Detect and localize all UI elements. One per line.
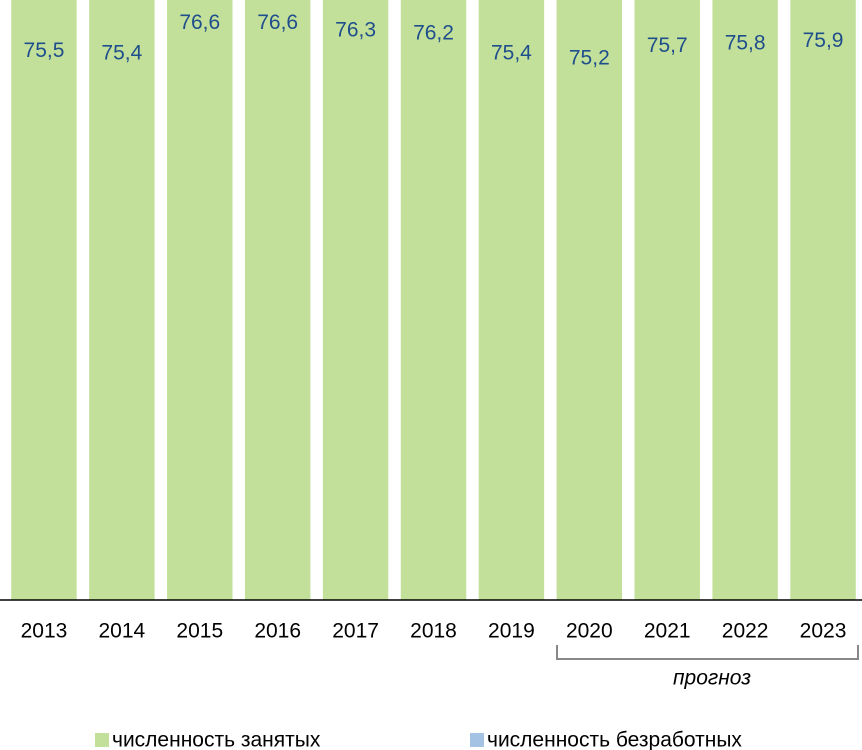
forecast-bracket bbox=[556, 645, 859, 660]
bar-segment bbox=[11, 0, 77, 600]
total-label: 75,4 bbox=[491, 42, 532, 65]
x-tick-label: 2023 bbox=[800, 620, 847, 643]
total-label: 76,3 bbox=[335, 19, 376, 42]
bar-segment bbox=[790, 0, 856, 600]
bar-segment bbox=[89, 0, 155, 600]
bar-segment bbox=[478, 0, 545, 600]
bar-segment bbox=[712, 0, 778, 600]
legend-label: численность безработных bbox=[487, 729, 742, 750]
bar-segment bbox=[556, 0, 623, 600]
x-tick-label: 2020 bbox=[566, 620, 613, 643]
total-label: 75,2 bbox=[569, 47, 610, 70]
x-tick-label: 2013 bbox=[21, 620, 68, 643]
x-tick-label: 2017 bbox=[332, 620, 379, 643]
x-tick-label: 2019 bbox=[488, 620, 535, 643]
bar-segment bbox=[322, 0, 389, 600]
x-tick-label: 2018 bbox=[410, 620, 457, 643]
total-label: 75,9 bbox=[803, 29, 844, 52]
x-tick-label: 2022 bbox=[722, 620, 769, 643]
x-tick-label: 2015 bbox=[176, 620, 223, 643]
bar-segment bbox=[400, 0, 467, 600]
legend-swatch bbox=[95, 733, 109, 747]
x-tick-label: 2021 bbox=[644, 620, 691, 643]
legend-label: численность занятых bbox=[112, 729, 321, 750]
total-label: 75,4 bbox=[101, 42, 142, 65]
annotation: прогноз bbox=[673, 667, 751, 690]
total-label: 75,7 bbox=[647, 34, 688, 57]
legend-swatch bbox=[470, 733, 484, 747]
bar-segment bbox=[634, 0, 700, 600]
total-label: 75,5 bbox=[24, 39, 65, 62]
x-tick-label: 2016 bbox=[254, 620, 301, 643]
bar-segment bbox=[167, 0, 233, 600]
total-label: 75,8 bbox=[725, 31, 766, 54]
total-label: 76,6 bbox=[179, 11, 220, 34]
total-label: 76,2 bbox=[413, 21, 454, 44]
bar-segment bbox=[244, 0, 311, 600]
total-label: 76,6 bbox=[257, 11, 298, 34]
x-tick-label: 2014 bbox=[99, 620, 146, 643]
